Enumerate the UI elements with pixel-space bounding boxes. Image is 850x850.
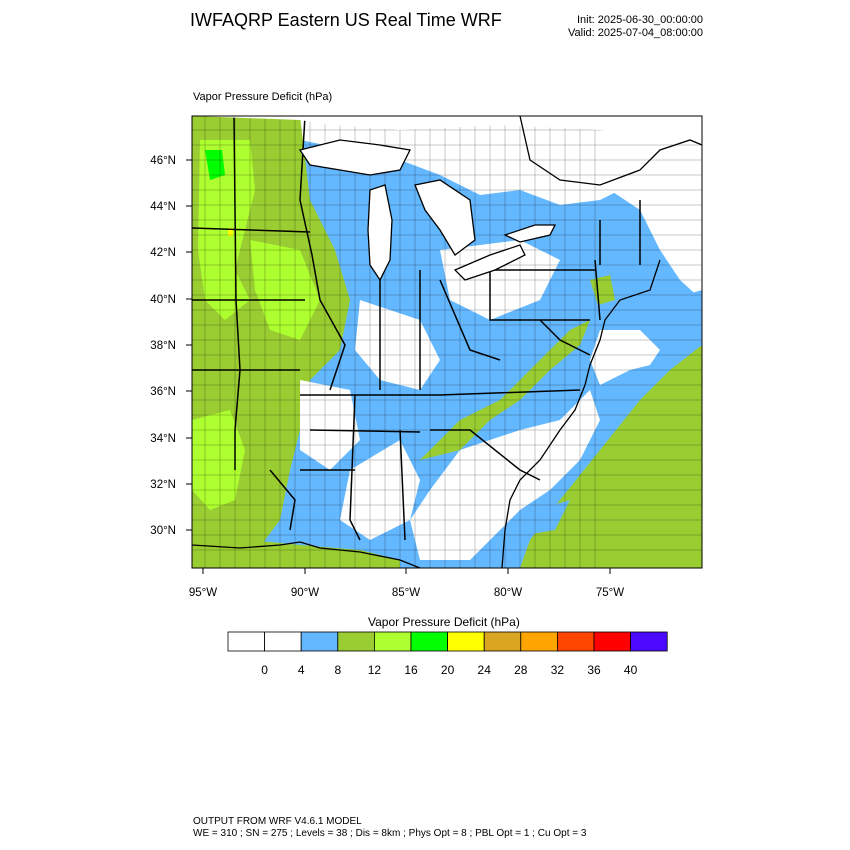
colorbar-tick-label: 24 <box>478 663 492 677</box>
colorbar-tick-label: 36 <box>587 663 601 677</box>
west-brightgreen-1 <box>198 140 255 320</box>
colorbar-swatch <box>410 631 448 652</box>
lat-label-36: 36°N <box>150 386 176 398</box>
valid-time: Valid: 2025-07-04_08:00:00 <box>568 27 703 39</box>
colorbar-title: Vapor Pressure Deficit (hPa) <box>368 615 520 629</box>
colorbar <box>227 631 668 652</box>
lon-label-85: 85°W <box>392 587 420 599</box>
colorbar-swatch <box>337 631 375 652</box>
footer: OUTPUT FROM WRF V4.6.1 MODEL WE = 310 ; … <box>193 816 586 840</box>
lat-label-38: 38°N <box>150 340 176 352</box>
lat-label-34: 34°N <box>150 433 176 445</box>
atlantic-green <box>520 345 702 568</box>
colorbar-swatch <box>630 631 668 652</box>
colorbar-swatch <box>227 631 265 652</box>
lat-label-32: 32°N <box>150 479 176 491</box>
lon-label-80: 80°W <box>494 587 522 599</box>
ky-white <box>355 300 440 390</box>
lat-label-40: 40°N <box>150 294 176 306</box>
colorbar-swatch <box>593 631 631 652</box>
coastlines <box>192 116 702 568</box>
lon-axis: 95°W 90°W 85°W 80°W 75°W <box>189 568 624 599</box>
footer-model-line: OUTPUT FROM WRF V4.6.1 MODEL <box>193 816 362 827</box>
atlantic-white <box>590 330 660 385</box>
lon-label-95: 95°W <box>189 587 217 599</box>
colorbar-swatch <box>483 631 522 652</box>
lat-axis: 46°N 44°N 42°N 40°N 38°N 36°N 34°N 32°N … <box>150 155 192 537</box>
lon-label-90: 90°W <box>291 587 319 599</box>
gulf-green <box>192 540 400 568</box>
colorbar-tick-label: 16 <box>404 663 418 677</box>
lat-label-44: 44°N <box>150 201 176 213</box>
colorbar-swatch <box>447 631 485 652</box>
colorbar-tick-label: 20 <box>441 663 455 677</box>
atlantic-blue-patch <box>520 500 570 535</box>
map-frame <box>191 115 703 569</box>
lat-label-42: 42°N <box>150 247 176 259</box>
colorbar-tick-label: 8 <box>334 663 341 677</box>
ar-white <box>300 380 360 470</box>
colorbar-tick-label: 0 <box>261 663 268 677</box>
colorbar-tick-label: 12 <box>368 663 382 677</box>
plot-title: IWFAQRP Eastern US Real Time WRF <box>190 10 502 30</box>
lat-label-30: 30°N <box>150 525 176 537</box>
colorbar-swatch <box>373 631 412 652</box>
lat-label-46: 46°N <box>150 155 176 167</box>
colorbar-labels: 0 4 8 12 16 20 24 28 32 36 40 <box>261 663 637 677</box>
colorbar-tick-label: 28 <box>514 663 528 677</box>
new-england-white <box>520 116 702 300</box>
variable-title: Vapor Pressure Deficit (hPa) <box>193 91 333 103</box>
colorbar-swatch <box>300 631 339 652</box>
colorbar-swatch <box>520 631 558 652</box>
colorbar-swatch <box>557 631 595 652</box>
map-field <box>192 116 702 568</box>
colorbar-swatch <box>264 631 302 652</box>
yellow-spot <box>228 228 233 236</box>
colorbar-tick-label: 4 <box>298 663 305 677</box>
footer-config-line: WE = 310 ; SN = 275 ; Levels = 38 ; Dis … <box>193 828 587 839</box>
lon-label-75: 75°W <box>596 587 624 599</box>
init-valid-times: Init: 2025-06-30_00:00:00 Valid: 2025-07… <box>568 14 703 40</box>
colorbar-tick-label: 32 <box>551 663 565 677</box>
init-time: Init: 2025-06-30_00:00:00 <box>577 14 703 26</box>
colorbar-tick-label: 40 <box>624 663 638 677</box>
